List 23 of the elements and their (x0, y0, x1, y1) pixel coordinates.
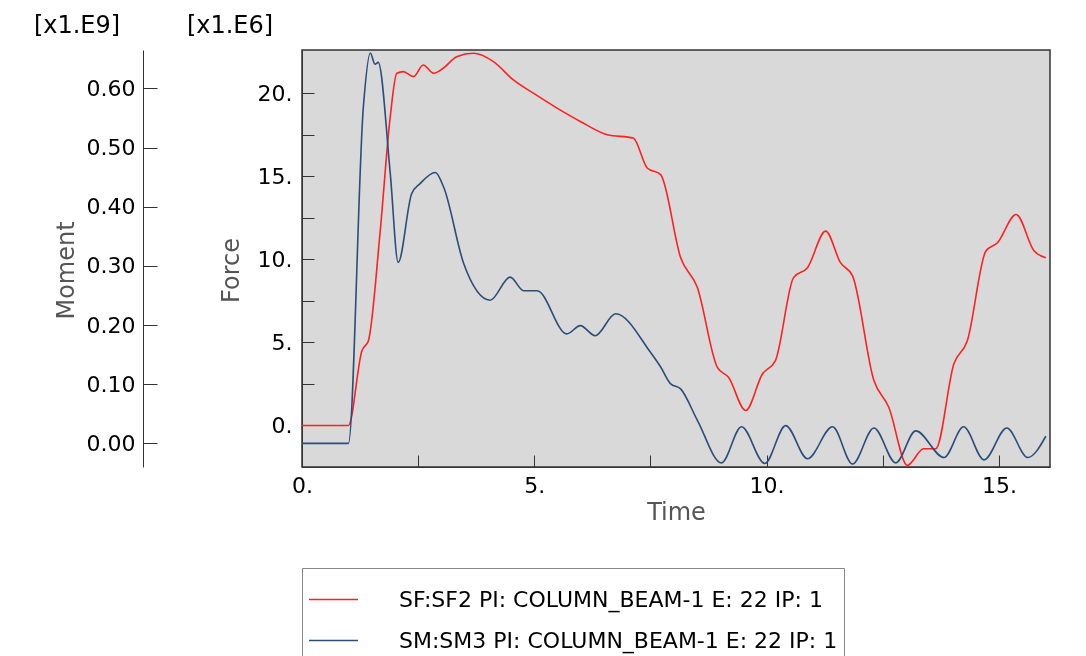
y2-axis-title: Moment (51, 221, 80, 320)
y2-tick-label: 0.40 (86, 194, 136, 220)
y2-tick-label: 0.00 (86, 430, 136, 456)
x-axis-title: Time (646, 497, 706, 526)
y2-tick-label: 0.20 (86, 312, 136, 338)
y-tick-label: 20. (257, 80, 293, 106)
y2-tick-label: 0.30 (86, 253, 136, 279)
y2-tick-label: 0.10 (86, 371, 136, 397)
y-tick-label: 15. (257, 163, 293, 189)
legend-label: SM:SM3 PI: COLUMN_BEAM-1 E: 22 IP: 1 (399, 627, 838, 654)
y-tick-label: 10. (257, 246, 293, 272)
y-tick-label: 5. (271, 329, 293, 355)
y2-tick-label: 0.50 (86, 135, 136, 161)
text: [x1.E9] (33, 11, 121, 39)
y2-tick-label: 0.60 (86, 75, 136, 101)
y-axis-title: Force (216, 238, 245, 303)
x-tick-label: 5. (524, 472, 546, 498)
legend-label: SF:SF2 PI: COLUMN_BEAM-1 E: 22 IP: 1 (399, 586, 823, 613)
x-tick-label: 10. (749, 472, 785, 498)
text: [x1.E6] (186, 11, 274, 39)
x-tick-label: 0. (292, 472, 313, 498)
y-tick-label: 0. (271, 412, 293, 438)
x-tick-label: 15. (981, 472, 1017, 498)
